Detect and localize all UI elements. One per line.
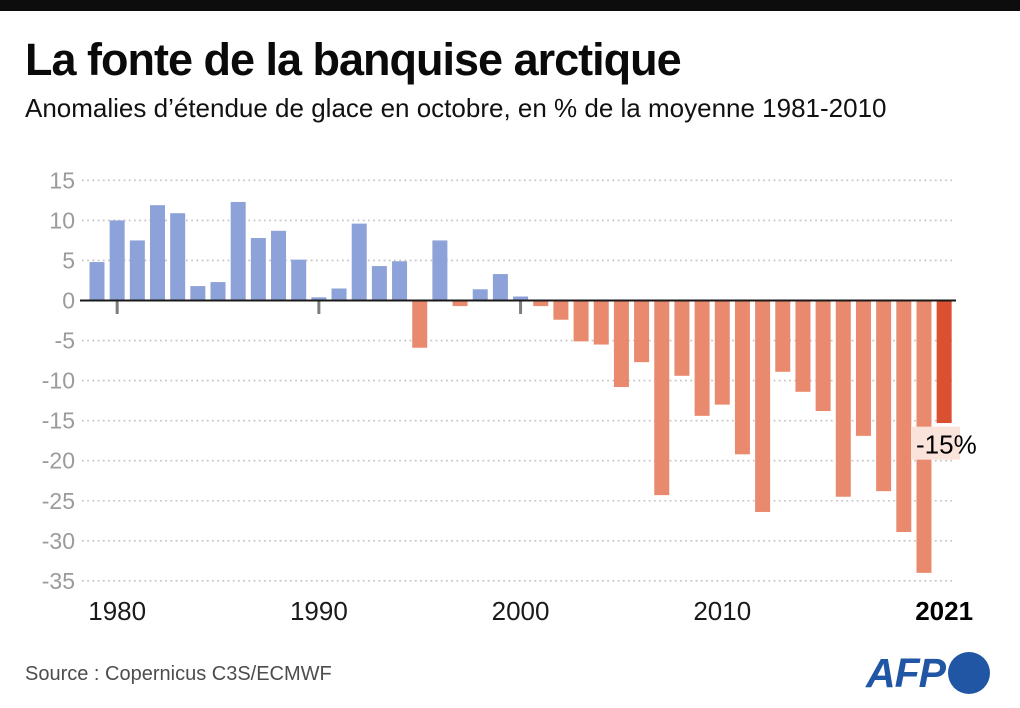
bar-1990 <box>311 297 327 301</box>
bar-2008 <box>674 300 690 376</box>
bar-2012 <box>755 300 771 512</box>
y-tick-label--35: -35 <box>42 568 75 594</box>
bar-1995 <box>412 300 428 348</box>
bar-1979 <box>89 262 105 301</box>
y-tick-label--10: -10 <box>42 368 75 394</box>
bar-1998 <box>472 289 488 301</box>
y-tick-label-15: 15 <box>49 167 75 193</box>
annotation-label: -15% <box>916 430 977 460</box>
y-tick-label--20: -20 <box>42 448 75 474</box>
bar-1997 <box>452 300 468 307</box>
bar-1993 <box>371 266 387 301</box>
y-tick-label--15: -15 <box>42 408 75 434</box>
bar-1999 <box>492 274 508 301</box>
bar-1985 <box>210 282 226 301</box>
bar-2015 <box>815 300 831 412</box>
bar-2001 <box>533 300 549 307</box>
bar-2003 <box>573 300 589 342</box>
top-black-bar <box>0 0 1020 11</box>
y-tick-label--5: -5 <box>55 328 75 354</box>
x-tick-label-1980: 1980 <box>88 596 146 626</box>
bar-1983 <box>170 213 186 301</box>
y-tick-label--30: -30 <box>42 528 75 554</box>
bar-1991 <box>331 288 347 301</box>
bar-1986 <box>230 201 246 301</box>
bar-2000 <box>513 296 529 301</box>
y-tick-label-5: 5 <box>62 247 75 273</box>
bar-2004 <box>593 300 609 345</box>
annotation-bg <box>911 426 960 460</box>
x-tick-label-2010: 2010 <box>693 596 751 626</box>
page-subtitle: Anomalies d’étendue de glace en octobre,… <box>25 93 887 123</box>
bar-1994 <box>392 261 408 301</box>
x-tick-label-2021: 2021 <box>915 596 973 626</box>
bar-1996 <box>432 240 448 301</box>
bar-1982 <box>150 205 166 301</box>
bar-1992 <box>351 223 367 301</box>
bar-2002 <box>553 300 569 320</box>
x-tick-label-1990: 1990 <box>290 596 348 626</box>
bar-2009 <box>694 300 710 416</box>
bar-1981 <box>129 240 145 301</box>
bar-2006 <box>634 300 650 363</box>
bar-1989 <box>291 259 307 301</box>
bar-1980 <box>109 220 125 301</box>
bar-1987 <box>250 238 266 301</box>
source-text: Source : Copernicus C3S/ECMWF <box>25 663 332 685</box>
bar-2016 <box>835 300 851 497</box>
bar-chart-svg: 15 10 5 0 -5 -10 -15 -20 -25 -30 -35 -15% 1980 1990 20… <box>42 167 977 626</box>
bar-2017 <box>855 300 871 436</box>
y-tick-label--25: -25 <box>42 488 75 514</box>
afp-logo: AFP <box>866 651 990 695</box>
y-tick-label-10: 10 <box>49 207 75 233</box>
bar-2018 <box>876 300 892 492</box>
bar-2014 <box>795 300 811 392</box>
x-tick-label-2000: 2000 <box>492 596 550 626</box>
afp-logo-text: AFP <box>866 649 946 696</box>
bar-chart: 15 10 5 0 -5 -10 -15 -20 -25 -30 -35 -15% 1980 1990 20… <box>0 150 1020 650</box>
bar-2019 <box>896 300 912 532</box>
bar-2011 <box>734 300 750 455</box>
bar-1988 <box>271 230 287 301</box>
bar-2013 <box>775 300 791 372</box>
bar-2007 <box>654 300 670 496</box>
bar-1984 <box>190 286 206 301</box>
bar-2021 <box>936 300 952 424</box>
y-tick-label-0: 0 <box>62 288 75 314</box>
page-title: La fonte de la banquise arctique <box>25 34 682 85</box>
bar-2010 <box>714 300 730 405</box>
afp-logo-circle-icon <box>948 652 990 694</box>
bar-2005 <box>613 300 629 388</box>
